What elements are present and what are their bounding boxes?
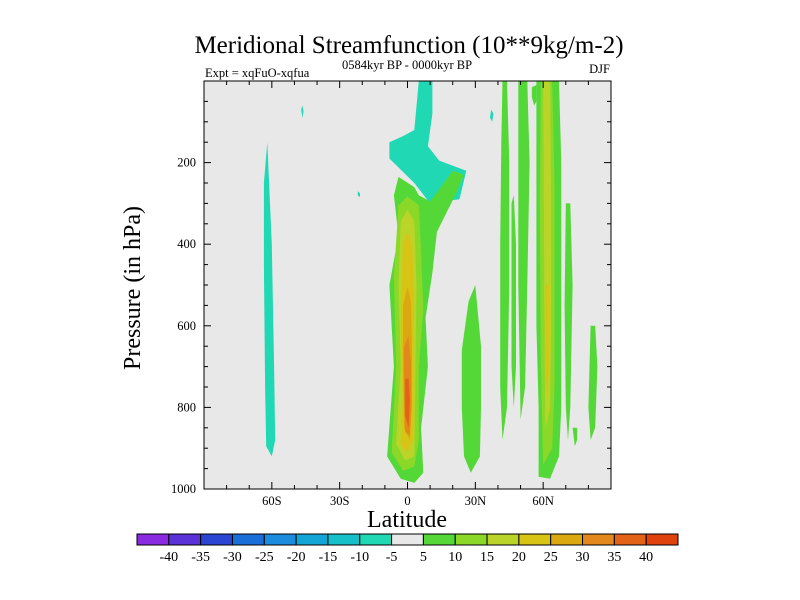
colorbar-label: 15 <box>480 550 494 565</box>
colorbar-swatch <box>391 533 424 546</box>
axis-ticks: 60S 30S 0 30N 60N 200 400 600 800 1000 <box>171 81 611 508</box>
contour-region-pos15-19 <box>543 81 552 428</box>
colorbar-label: -5 <box>386 550 398 565</box>
contour-region-neg5-0 <box>263 142 276 457</box>
x-tick-label: 60N <box>532 494 554 508</box>
colorbar: -40 -35 -30 -25 -20 -15 -10 -5 5 10 15 20 25 30 35 40 <box>136 533 679 565</box>
colorbar-swatch <box>645 533 679 546</box>
experiment-label: Expt = xqFuO-xqfua <box>205 66 310 80</box>
contour-region-neg5-1 <box>389 81 467 204</box>
colorbar-swatch <box>518 533 552 546</box>
colorbar-swatch <box>168 533 202 546</box>
y-axis-label: Pressure (in hPa) <box>120 206 146 370</box>
contour-region-pos5-15 <box>572 427 578 447</box>
chart-title: Meridional Streamfunction (10**9kg/m-2) <box>194 32 623 59</box>
contour-region-neg5-4 <box>490 109 494 122</box>
colorbar-swatch <box>613 533 647 546</box>
colorbar-label: -30 <box>223 550 242 565</box>
contour-region-pos5-11 <box>531 85 537 106</box>
contour-region-neg5-3 <box>357 191 360 198</box>
y-tick-label: 800 <box>177 400 196 414</box>
contour-regions <box>263 81 598 483</box>
contour-region-pos5-9 <box>511 195 516 408</box>
contour-region-pos5-14 <box>588 325 598 440</box>
colorbar-label: -40 <box>159 550 178 565</box>
colorbar-swatch <box>200 533 233 546</box>
season-label: DJF <box>589 62 610 76</box>
colorbar-label: -35 <box>191 550 210 565</box>
x-axis-label: Latitude <box>367 507 447 533</box>
colorbar-label: 30 <box>576 550 590 565</box>
contour-region-pos5-7 <box>461 285 481 473</box>
colorbar-label: -10 <box>350 550 369 565</box>
colorbar-swatch <box>136 533 170 546</box>
contour-region-pos5-8 <box>500 81 510 440</box>
contour-region-pos35-24 <box>405 378 410 428</box>
colorbar-swatch <box>359 533 393 546</box>
contour-region-pos5-13 <box>564 203 573 440</box>
x-tick-label: 30N <box>465 494 487 508</box>
colorbar-label: 40 <box>639 550 653 565</box>
contour-region-neg5-2 <box>301 105 304 118</box>
colorbar-label: 20 <box>512 550 526 565</box>
colorbar-label: -20 <box>287 550 306 565</box>
y-tick-label: 600 <box>177 319 196 333</box>
colorbar-swatch <box>422 533 456 546</box>
time-range-label: 0584kyr BP - 0000kyr BP <box>342 58 472 72</box>
colorbar-label: 10 <box>448 550 462 565</box>
colorbar-swatch <box>263 533 297 546</box>
y-tick-label: 200 <box>177 156 196 170</box>
colorbar-swatch <box>295 533 329 546</box>
colorbar-swatch <box>582 533 615 546</box>
colorbar-swatch <box>550 533 584 546</box>
colorbar-label: 35 <box>607 550 621 565</box>
y-tick-label: 400 <box>177 237 196 251</box>
contour-region-pos20-21 <box>545 285 549 400</box>
colorbar-label: -15 <box>319 550 338 565</box>
y-tick-label: 1000 <box>171 482 196 496</box>
colorbar-swatch <box>231 533 265 546</box>
colorbar-label: -25 <box>255 550 274 565</box>
colorbar-label: 25 <box>544 550 558 565</box>
colorbar-swatch <box>454 533 488 546</box>
colorbar-label: 5 <box>420 550 427 565</box>
x-tick-label: 0 <box>404 494 410 508</box>
x-tick-label: 60S <box>262 494 282 508</box>
x-tick-label: 30S <box>330 494 350 508</box>
contour-region-pos5-10 <box>518 81 530 420</box>
colorbar-swatch <box>486 533 520 546</box>
colorbar-swatch <box>327 533 361 546</box>
